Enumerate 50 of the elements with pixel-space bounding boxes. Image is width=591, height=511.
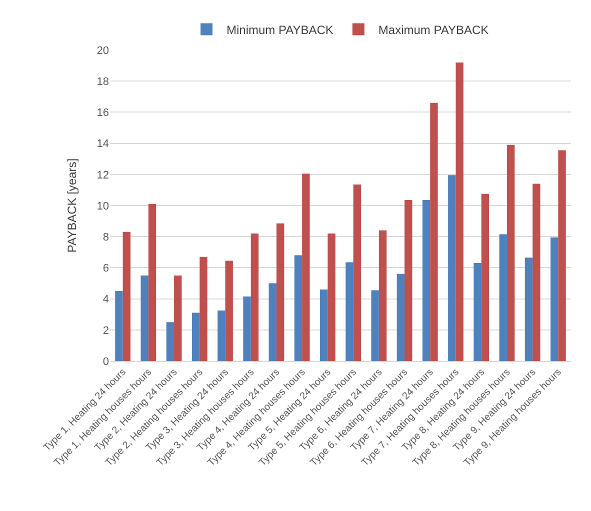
bar (448, 175, 456, 361)
bar (225, 260, 233, 361)
bar (192, 312, 200, 361)
bar (346, 262, 354, 361)
bar (396, 274, 405, 361)
bar (302, 174, 310, 361)
bar (140, 275, 148, 361)
bar (378, 230, 387, 361)
y-tick-label: 20 (96, 44, 109, 57)
bar (524, 258, 533, 361)
bar (328, 233, 336, 361)
y-tick-label: 12 (96, 169, 109, 182)
bar (474, 263, 482, 361)
bar (532, 184, 540, 361)
y-tick-label: 6 (102, 262, 109, 275)
bar (200, 256, 208, 361)
bar (122, 232, 130, 361)
y-tick-label: 0 (102, 356, 109, 368)
y-tick-label: 16 (96, 107, 109, 120)
y-tick-label: 14 (96, 138, 109, 150)
bar (422, 200, 430, 361)
bar (499, 234, 507, 361)
bar (174, 275, 182, 361)
bar (481, 194, 490, 361)
bar (506, 144, 515, 361)
y-tick-label: 10 (96, 200, 109, 212)
bar (371, 290, 379, 361)
bar (276, 223, 284, 361)
legend-label: Maximum PAYBACK (378, 22, 489, 37)
bar (148, 204, 156, 361)
bar (268, 283, 276, 361)
bar (320, 289, 328, 361)
legend-label: Minimum PAYBACK (226, 22, 334, 37)
bar (456, 62, 464, 361)
bar (250, 233, 259, 361)
y-tick-label: 2 (102, 324, 109, 337)
y-tick-label: 8 (102, 231, 109, 244)
bar (115, 291, 123, 361)
bar (166, 322, 174, 361)
y-axis-title: PAYBACK [years] (65, 158, 79, 253)
bar (294, 255, 302, 361)
y-tick-label: 18 (96, 76, 109, 88)
bar (353, 184, 361, 361)
bar (243, 296, 251, 361)
bar (430, 102, 438, 361)
y-tick-label: 4 (102, 294, 109, 306)
bar (558, 150, 566, 361)
bar (550, 237, 558, 361)
bar (218, 310, 226, 361)
bar (404, 200, 412, 361)
